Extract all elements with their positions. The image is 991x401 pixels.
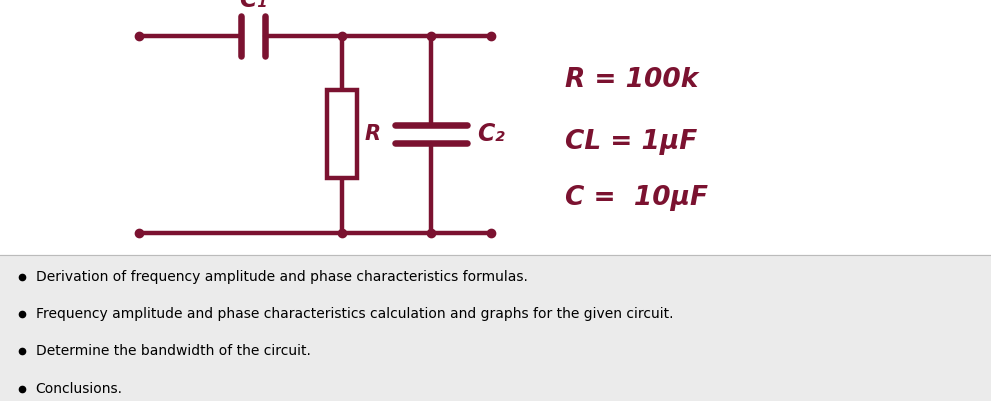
Text: C₁: C₁ bbox=[239, 0, 267, 12]
Bar bbox=[0, 255, 991, 401]
Text: Frequency amplitude and phase characteristics calculation and graphs for the giv: Frequency amplitude and phase characteri… bbox=[36, 307, 673, 321]
Text: CL = 1μF: CL = 1μF bbox=[565, 130, 697, 155]
Text: R: R bbox=[365, 124, 381, 144]
Text: R = 100k: R = 100k bbox=[565, 67, 698, 93]
Text: Determine the bandwidth of the circuit.: Determine the bandwidth of the circuit. bbox=[36, 344, 310, 358]
Bar bbox=[327, 90, 357, 178]
Text: Derivation of frequency amplitude and phase characteristics formulas.: Derivation of frequency amplitude and ph… bbox=[36, 270, 527, 284]
Text: Conclusions.: Conclusions. bbox=[36, 382, 123, 395]
Text: C₂: C₂ bbox=[477, 122, 504, 146]
Text: C =  10μF: C = 10μF bbox=[565, 186, 708, 211]
